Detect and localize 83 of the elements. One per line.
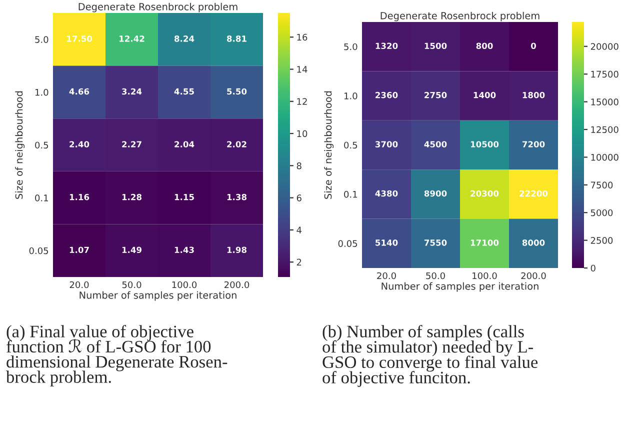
data-label: 4.55 — [174, 88, 194, 95]
data-label: 2360 — [376, 92, 398, 98]
y-tick-label: 5.0 — [344, 43, 358, 50]
data-label: 800 — [476, 42, 493, 50]
color-bar-label: 0 — [590, 264, 596, 272]
y-tick-label: 0.1 — [344, 190, 357, 198]
data-label: 1.16 — [70, 194, 90, 200]
data-label: 2.02 — [227, 141, 246, 148]
data-label: 7200 — [522, 141, 545, 148]
color-bar-label: 8 — [296, 162, 302, 170]
data-label: 0 — [531, 42, 536, 50]
data-label: 5.50 — [227, 88, 247, 95]
color-bar-label: 2500 — [590, 237, 613, 244]
y-tick-label: 1.0 — [35, 88, 48, 96]
chart-title: Degenerate Rosenbrock problem — [78, 2, 238, 12]
data-label: 5140 — [376, 240, 398, 246]
data-label: 2.27 — [122, 141, 142, 148]
data-label: 4380 — [375, 190, 398, 197]
color-bar-label: 15000 — [591, 98, 618, 106]
x-tick-label: 20.0 — [377, 272, 396, 280]
data-label: 1.38 — [227, 194, 247, 200]
y-tick-label: 0.05 — [29, 247, 48, 254]
data-label: 12.42 — [120, 36, 144, 42]
x-tick-label: 50.0 — [426, 272, 445, 280]
y-axis-title: Size of neighbourhood — [324, 91, 334, 199]
color-bar-label: 14 — [297, 66, 308, 73]
color-bar-label: 10 — [297, 130, 308, 138]
data-label: 20300 — [470, 190, 499, 197]
data-label: 1500 — [424, 42, 447, 50]
color-bar-label: 12500 — [591, 126, 618, 134]
data-label: 1800 — [522, 92, 545, 98]
data-label: 1.43 — [174, 246, 194, 254]
data-label: 1.49 — [122, 246, 142, 254]
data-label: 1400 — [474, 92, 496, 98]
color-bar-label: 2 — [296, 258, 302, 266]
color-bar-label: 5000 — [590, 209, 613, 216]
data-label: 1320 — [376, 42, 398, 50]
data-label: 2.40 — [70, 141, 90, 148]
color-bar-label: 20000 — [590, 43, 618, 50]
x-tick-label: 100.0 — [172, 281, 197, 288]
data-label: 17.50 — [67, 36, 92, 42]
data-label: 10500 — [470, 141, 499, 148]
data-label: 17100 — [470, 240, 499, 246]
color-bar-label: 10000 — [591, 154, 618, 161]
y-tick-label: 1.0 — [344, 92, 358, 100]
color-bar-label: 4 — [296, 226, 302, 234]
data-label: 7550 — [424, 240, 447, 246]
x-tick-label: 50.0 — [122, 281, 142, 288]
x-tick-label: 100.0 — [472, 272, 497, 280]
data-label: 1.98 — [227, 246, 247, 254]
data-label: 3700 — [375, 141, 398, 148]
x-axis-title: Number of samples per iteration — [382, 282, 538, 292]
y-axis-title: Size of neighbourhood — [15, 91, 25, 199]
color-bar-label: 6 — [296, 194, 302, 202]
data-label: 2750 — [424, 92, 447, 98]
x-tick-label: 200.0 — [521, 272, 546, 280]
color-bar-label: 7500 — [590, 182, 613, 188]
data-label: 2.04 — [174, 141, 194, 148]
y-tick-label: 0.05 — [338, 240, 358, 247]
y-tick-label: 5.0 — [35, 36, 48, 43]
data-label: 4500 — [424, 141, 447, 148]
color-bar-label: 16 — [297, 34, 308, 41]
color-bar-label: 17500 — [591, 70, 618, 78]
data-label: 22200 — [520, 190, 548, 197]
data-label: 8.24 — [174, 36, 194, 42]
color-bar-label: 12 — [297, 98, 307, 105]
y-tick-label: 0.1 — [35, 194, 48, 202]
chart-title: Degenerate Rosenbrock problem — [380, 12, 540, 22]
text: (a) Final value of objective function ℛ of L-GSO for 100 dimensional Degenerate Rosen- brock problem. — [6, 325, 228, 386]
x-tick-label: 20.0 — [70, 281, 89, 288]
x-tick-label: 200.0 — [224, 281, 250, 288]
data-label: 8900 — [424, 190, 447, 197]
data-label: 4.66 — [69, 88, 90, 95]
data-label: 1.28 — [122, 194, 142, 200]
data-label: 1.15 — [174, 194, 194, 200]
data-label: 3.24 — [122, 88, 142, 95]
x-axis-title: Number of samples per iteration — [80, 291, 236, 301]
data-label: 8000 — [522, 240, 545, 246]
data-label: 8.81 — [226, 36, 246, 42]
text: (b) Number of samples (calls of the simulator) needed by L- GSO to converge to final value of objective funciton. — [322, 325, 538, 387]
y-tick-label: 0.5 — [344, 142, 358, 149]
data-label: 1.07 — [70, 246, 89, 254]
y-tick-label: 0.5 — [35, 142, 48, 149]
